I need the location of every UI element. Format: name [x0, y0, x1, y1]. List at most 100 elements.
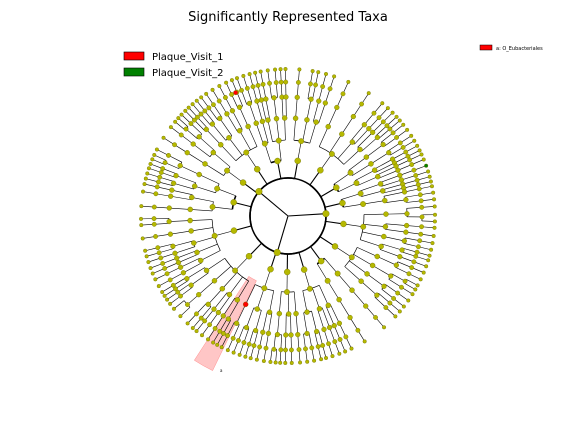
taxon-node — [429, 184, 434, 189]
taxon-node — [334, 270, 341, 277]
taxon-node — [394, 135, 399, 140]
branch-line — [168, 155, 183, 163]
taxon-node — [212, 326, 218, 331]
taxon-node — [148, 266, 153, 271]
taxon-node — [347, 169, 354, 176]
branch-line — [384, 137, 397, 147]
taxon-node — [300, 266, 308, 273]
taxon-node — [166, 218, 172, 225]
branch-line — [378, 128, 391, 139]
taxon-node — [432, 219, 437, 224]
taxon-node — [295, 80, 301, 85]
taxon-node — [273, 80, 279, 85]
taxon-node — [225, 348, 230, 353]
taxon-node — [374, 292, 380, 298]
taxon-node — [391, 296, 397, 301]
taxon-node — [316, 70, 321, 75]
taxon-node — [308, 96, 314, 102]
branch-line — [249, 103, 257, 124]
branch-line — [314, 331, 319, 347]
branch-line — [383, 187, 404, 194]
taxon-node — [401, 122, 406, 127]
taxon-node — [144, 254, 149, 259]
taxon-node — [230, 199, 237, 206]
taxon-node — [202, 108, 208, 114]
branch-line — [329, 133, 343, 153]
taxon-node — [416, 244, 421, 250]
branch-line — [152, 159, 165, 165]
taxon-node — [265, 330, 272, 336]
taxon-node — [211, 340, 216, 345]
branch-line — [327, 280, 340, 300]
taxon-node — [397, 254, 403, 260]
taxon-node — [406, 298, 411, 303]
taxon-node — [283, 67, 288, 72]
branch-arc — [249, 177, 295, 227]
branch-line — [308, 333, 313, 348]
taxon-node — [394, 114, 399, 119]
taxon-node — [428, 179, 433, 184]
taxon-node — [361, 122, 367, 128]
branch-line — [185, 128, 198, 140]
branch-line — [344, 266, 362, 282]
taxon-node — [400, 145, 406, 150]
branch-line — [208, 107, 218, 121]
taxon-node — [170, 243, 176, 249]
taxon-node — [185, 302, 190, 307]
taxon-node — [236, 338, 241, 343]
taxon-node — [239, 87, 244, 93]
taxon-node — [362, 339, 367, 344]
branch-line — [381, 289, 394, 299]
taxon-node — [156, 284, 161, 289]
branch-line — [348, 156, 367, 171]
taxon-node — [170, 282, 176, 288]
taxon-node — [410, 292, 415, 297]
taxon-node — [360, 201, 366, 207]
taxon-node — [324, 277, 331, 284]
taxon-node — [397, 118, 402, 123]
branch-line — [204, 163, 224, 176]
branch-line — [353, 254, 373, 266]
branch-line — [255, 310, 262, 331]
taxon-node — [331, 243, 339, 250]
branch-line — [268, 312, 273, 334]
taxon-node — [176, 116, 181, 121]
taxon-node — [194, 311, 199, 317]
branch-line — [324, 258, 338, 274]
branch-line — [206, 258, 225, 271]
branch-line — [193, 236, 216, 244]
taxon-node — [258, 97, 265, 103]
taxon-node — [217, 115, 223, 122]
branch-line — [247, 126, 258, 147]
branch-line — [177, 283, 191, 293]
taxon-node — [236, 128, 243, 134]
branch-line — [406, 200, 422, 203]
branch-line — [372, 265, 391, 277]
branch-line — [363, 200, 385, 205]
taxon-node — [358, 278, 364, 284]
taxon-node — [432, 204, 437, 209]
taxon-node — [139, 216, 144, 221]
branch-line — [405, 278, 418, 286]
taxon-node — [172, 142, 177, 148]
taxon-node — [263, 96, 269, 102]
branch-line — [239, 107, 249, 127]
taxon-node — [243, 354, 248, 359]
taxon-node — [257, 344, 263, 350]
taxon-node — [314, 328, 320, 335]
taxon-node — [411, 167, 417, 173]
taxon-node — [244, 85, 250, 91]
taxon-node — [224, 111, 230, 117]
taxon-node — [196, 134, 202, 140]
branch-line — [376, 165, 397, 176]
branch-line — [406, 207, 422, 209]
taxon-node — [399, 247, 405, 253]
taxon-node — [380, 119, 386, 125]
taxon-node — [417, 148, 422, 153]
branch-line — [193, 143, 211, 157]
branch-line — [231, 94, 239, 109]
branch-line — [357, 247, 378, 257]
branch-line — [226, 170, 244, 183]
taxon-node — [219, 345, 224, 350]
taxon-node — [293, 310, 299, 317]
